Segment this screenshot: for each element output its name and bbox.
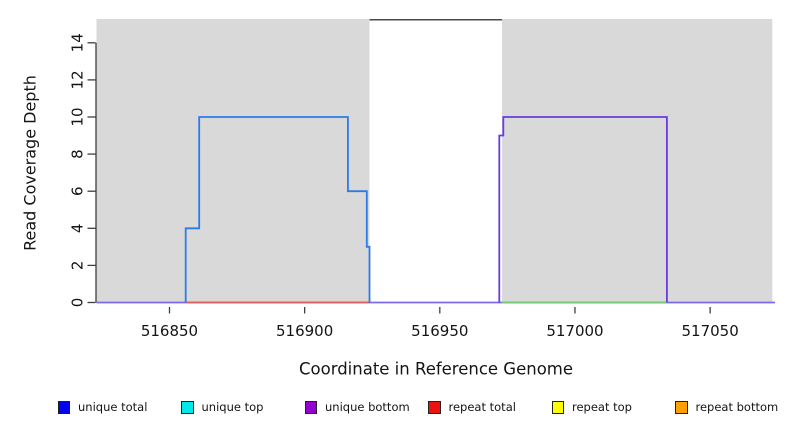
y-tick-label: 10 [69, 107, 87, 126]
y-tick-label: 4 [69, 224, 87, 234]
series-purple-step-line [498, 116, 668, 303]
y-axis-title: Read Coverage Depth [20, 75, 40, 251]
x-tick-label: 516900 [276, 322, 333, 340]
x-tick-label: 517000 [546, 322, 603, 340]
right-gray-region [501, 19, 773, 304]
left-gray-region [96, 19, 370, 304]
y-tick-label: 6 [69, 186, 87, 196]
x-tick-label: 516950 [411, 322, 468, 340]
series-blue-step-line [184, 116, 371, 303]
y-tick-label: 8 [69, 149, 87, 159]
y-tick-label: 0 [69, 298, 87, 308]
x-tick-label: 517050 [681, 322, 738, 340]
y-tick-label: 2 [69, 261, 87, 271]
y-tick-label: 12 [69, 70, 87, 89]
y-tick-label: 14 [69, 33, 87, 52]
x-tick-label: 516850 [141, 322, 198, 340]
x-axis-title: Coordinate in Reference Genome [298, 359, 574, 379]
